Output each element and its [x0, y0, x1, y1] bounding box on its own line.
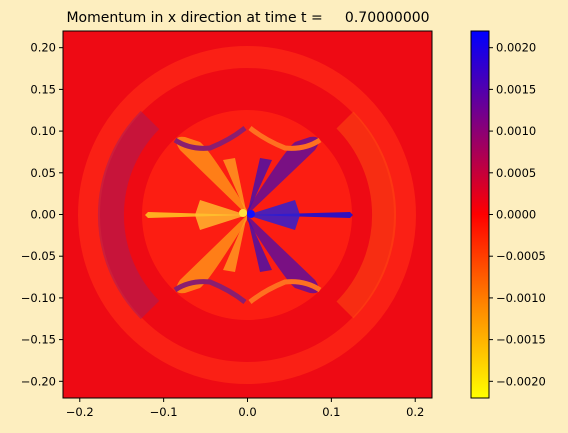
plot-area: −0.2 −0.1 0.0 0.1 0.2 −0.20 −0.15 −0.10 −0.05 0.…	[21, 30, 433, 419]
colorbar-tick-label: −0.0020	[496, 374, 546, 388]
colorbar-tick-label: −0.0010	[496, 291, 546, 305]
center-blue-spot	[247, 210, 255, 218]
x-tick-label: 0.2	[406, 405, 424, 419]
colorbar-tick-label: 0.0015	[496, 82, 536, 96]
y-tick-label: 0.15	[30, 82, 56, 96]
x-tick-label: 0.1	[322, 405, 340, 419]
y-tick-label: 0.10	[30, 124, 56, 138]
colorbar: −0.0020 −0.0015 −0.0010 −0.0005 0.0000 0.0005…	[470, 30, 546, 399]
y-tick-label: 0.00	[30, 208, 56, 222]
positive-momentum-arms	[247, 126, 353, 304]
x-axis: −0.2 −0.1 0.0 0.1 0.2	[66, 398, 424, 419]
left-ring-shadow	[97, 110, 160, 320]
y-tick-label: −0.20	[21, 374, 56, 388]
y-axis: −0.20 −0.15 −0.10 −0.05 0.00 0.05 0.10 0.15 0.20	[21, 41, 63, 388]
negative-momentum-arms	[145, 126, 247, 304]
right-ring-glow	[336, 111, 397, 319]
y-tick-label: −0.15	[21, 333, 56, 347]
outer-ring	[78, 46, 416, 384]
x-tick-label: −0.2	[66, 405, 94, 419]
x-tick-label: −0.1	[150, 405, 178, 419]
colorbar-tick-label: −0.0005	[496, 249, 546, 263]
y-tick-label: −0.05	[21, 249, 56, 263]
y-tick-label: −0.10	[21, 291, 56, 305]
colorbar-tick-label: 0.0010	[496, 124, 536, 138]
center-bright-spot	[239, 209, 247, 217]
colorbar-tick-label: −0.0015	[496, 333, 546, 347]
momentum-field	[78, 46, 416, 384]
chart-title: Momentum in x direction at time t = 0.70…	[66, 10, 429, 26]
colorbar-tick-label: 0.0000	[496, 208, 536, 222]
colorbar-tick-label: 0.0005	[496, 166, 536, 180]
colorbar-gradient	[471, 31, 489, 398]
colorbar-axis: −0.0020 −0.0015 −0.0010 −0.0005 0.0000 0.0005…	[489, 41, 546, 388]
colorbar-tick-label: 0.0020	[496, 41, 536, 55]
y-tick-label: 0.20	[30, 41, 56, 55]
y-tick-label: 0.05	[30, 166, 56, 180]
x-tick-label: 0.0	[238, 405, 256, 419]
